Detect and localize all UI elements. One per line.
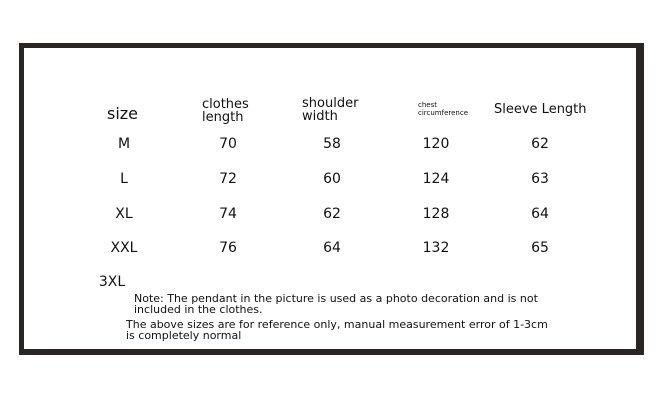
size-label: 3XL <box>98 274 126 290</box>
header-size: size <box>107 104 139 123</box>
header-chest-circumference: chest circumference <box>418 101 469 117</box>
size-label: XXL <box>110 240 138 256</box>
table-cell: 63 <box>531 171 549 187</box>
table-cell: 132 <box>422 240 450 256</box>
size-label: L <box>120 171 128 187</box>
table-cell: 64 <box>323 240 341 256</box>
table-cell: 65 <box>531 240 549 256</box>
header-shoulder-width: shoulder width <box>302 96 359 124</box>
table-cell: 120 <box>422 136 450 152</box>
header-sleeve-length: Sleeve Length <box>494 102 587 117</box>
table-cell: 76 <box>219 240 237 256</box>
size-chart <box>24 48 636 349</box>
size-label: M <box>117 136 131 152</box>
note-line: is completely normal <box>126 329 242 342</box>
table-cell: 124 <box>422 171 450 187</box>
table-cell: 58 <box>323 136 341 152</box>
table-cell: 128 <box>422 206 450 222</box>
table-cell: 70 <box>219 136 237 152</box>
table-cell: 62 <box>531 136 549 152</box>
note-line: Note: The pendant in the picture is used… <box>134 292 538 305</box>
table-cell: 64 <box>531 206 549 222</box>
size-label: XL <box>115 206 133 222</box>
table-cell: 72 <box>219 171 237 187</box>
table-cell: 62 <box>323 206 341 222</box>
note-line: included in the clothes. <box>134 303 263 316</box>
table-cell: 60 <box>323 171 341 187</box>
table-cell: 74 <box>219 206 237 222</box>
note-line: The above sizes are for reference only, … <box>126 318 548 331</box>
header-clothes-length: clothes length <box>202 97 249 125</box>
